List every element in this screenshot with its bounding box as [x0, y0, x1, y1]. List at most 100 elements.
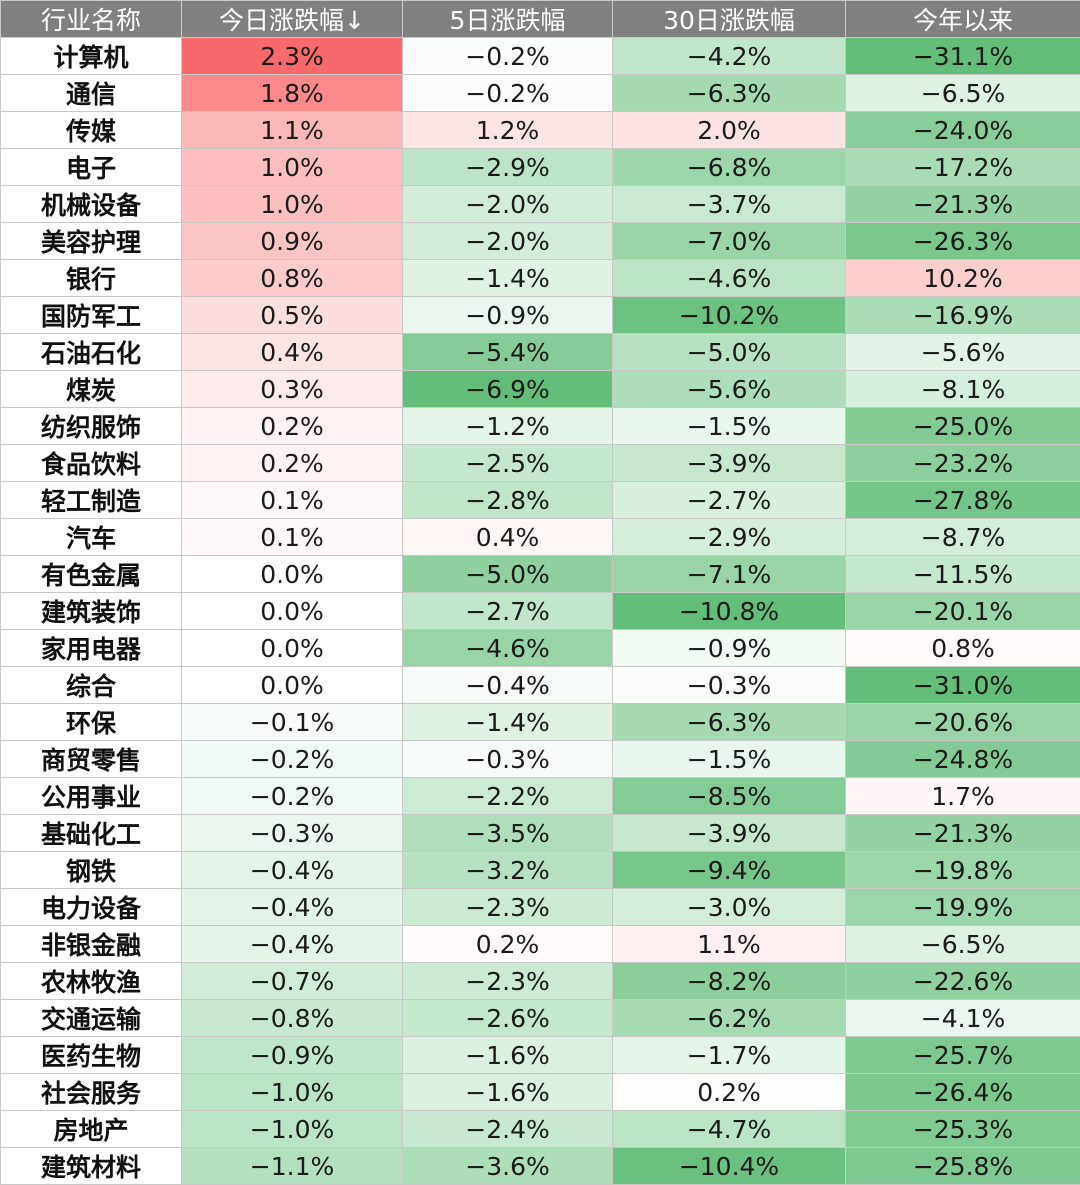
cell-30day-change: −9.4% — [613, 852, 846, 889]
cell-5day-change: −2.4% — [403, 1111, 613, 1148]
cell-ytd-change: −21.3% — [846, 815, 1080, 852]
cell-30day-change: −10.2% — [613, 297, 846, 334]
cell-5day-change: −0.2% — [403, 38, 613, 75]
industry-name-cell: 国防军工 — [1, 297, 182, 334]
header-5day-change[interactable]: 5日涨跌幅 — [403, 1, 613, 38]
cell-30day-change: 2.0% — [613, 112, 846, 149]
industry-name-cell: 有色金属 — [1, 556, 182, 593]
cell-5day-change: −2.2% — [403, 778, 613, 815]
cell-today-change: 1.1% — [182, 112, 403, 149]
cell-today-change: −0.4% — [182, 852, 403, 889]
cell-ytd-change: −19.8% — [846, 852, 1080, 889]
header-today-change-sorted[interactable]: 今日涨跌幅↓ — [182, 1, 403, 38]
cell-today-change: 0.3% — [182, 371, 403, 408]
cell-30day-change: −4.2% — [613, 38, 846, 75]
cell-5day-change: −2.8% — [403, 482, 613, 519]
cell-5day-change: −0.4% — [403, 667, 613, 704]
cell-ytd-change: −8.7% — [846, 519, 1080, 556]
cell-today-change: 0.0% — [182, 667, 403, 704]
cell-ytd-change: −25.7% — [846, 1037, 1080, 1074]
industry-name-cell: 银行 — [1, 260, 182, 297]
table-row: 医药生物−0.9%−1.6%−1.7%−25.7% — [1, 1037, 1080, 1074]
header-ytd-change[interactable]: 今年以来 — [846, 1, 1080, 38]
cell-5day-change: −2.5% — [403, 445, 613, 482]
cell-ytd-change: 1.7% — [846, 778, 1080, 815]
industry-name-cell: 钢铁 — [1, 852, 182, 889]
cell-30day-change: −4.6% — [613, 260, 846, 297]
cell-30day-change: 1.1% — [613, 926, 846, 963]
cell-5day-change: −1.4% — [403, 260, 613, 297]
industry-name-cell: 传媒 — [1, 112, 182, 149]
cell-5day-change: −2.0% — [403, 223, 613, 260]
cell-today-change: −0.3% — [182, 815, 403, 852]
cell-5day-change: −2.9% — [403, 149, 613, 186]
cell-ytd-change: −20.6% — [846, 704, 1080, 741]
industry-name-cell: 建筑材料 — [1, 1148, 182, 1185]
cell-30day-change: −5.6% — [613, 371, 846, 408]
industry-name-cell: 基础化工 — [1, 815, 182, 852]
cell-30day-change: −6.3% — [613, 75, 846, 112]
cell-30day-change: −0.3% — [613, 667, 846, 704]
cell-5day-change: 1.2% — [403, 112, 613, 149]
cell-today-change: 0.5% — [182, 297, 403, 334]
cell-ytd-change: −5.6% — [846, 334, 1080, 371]
cell-today-change: −0.1% — [182, 704, 403, 741]
cell-today-change: −1.0% — [182, 1074, 403, 1111]
industry-name-cell: 汽车 — [1, 519, 182, 556]
table-row: 房地产−1.0%−2.4%−4.7%−25.3% — [1, 1111, 1080, 1148]
cell-ytd-change: −19.9% — [846, 889, 1080, 926]
cell-30day-change: −6.3% — [613, 704, 846, 741]
cell-today-change: 0.2% — [182, 445, 403, 482]
industry-name-cell: 医药生物 — [1, 1037, 182, 1074]
header-30day-change[interactable]: 30日涨跌幅 — [613, 1, 846, 38]
table-row: 钢铁−0.4%−3.2%−9.4%−19.8% — [1, 852, 1080, 889]
industry-name-cell: 农林牧渔 — [1, 963, 182, 1000]
table-row: 环保−0.1%−1.4%−6.3%−20.6% — [1, 704, 1080, 741]
industry-name-cell: 交通运输 — [1, 1000, 182, 1037]
cell-today-change: 0.0% — [182, 630, 403, 667]
cell-30day-change: −2.7% — [613, 482, 846, 519]
cell-ytd-change: −11.5% — [846, 556, 1080, 593]
industry-name-cell: 石油石化 — [1, 334, 182, 371]
cell-30day-change: −3.7% — [613, 186, 846, 223]
industry-name-cell: 家用电器 — [1, 630, 182, 667]
cell-30day-change: −5.0% — [613, 334, 846, 371]
industry-name-cell: 房地产 — [1, 1111, 182, 1148]
cell-5day-change: −2.7% — [403, 593, 613, 630]
industry-name-cell: 煤炭 — [1, 371, 182, 408]
cell-ytd-change: −24.0% — [846, 112, 1080, 149]
cell-30day-change: −7.0% — [613, 223, 846, 260]
cell-30day-change: −1.5% — [613, 408, 846, 445]
cell-today-change: 2.3% — [182, 38, 403, 75]
cell-30day-change: −0.9% — [613, 630, 846, 667]
cell-ytd-change: −20.1% — [846, 593, 1080, 630]
cell-today-change: 0.1% — [182, 482, 403, 519]
cell-ytd-change: −21.3% — [846, 186, 1080, 223]
cell-5day-change: 0.4% — [403, 519, 613, 556]
industry-name-cell: 环保 — [1, 704, 182, 741]
cell-today-change: −1.1% — [182, 1148, 403, 1185]
cell-30day-change: −3.0% — [613, 889, 846, 926]
cell-5day-change: −1.4% — [403, 704, 613, 741]
cell-ytd-change: −25.8% — [846, 1148, 1080, 1185]
cell-30day-change: −1.5% — [613, 741, 846, 778]
table-row: 电力设备−0.4%−2.3%−3.0%−19.9% — [1, 889, 1080, 926]
cell-5day-change: −4.6% — [403, 630, 613, 667]
cell-today-change: 1.0% — [182, 186, 403, 223]
cell-30day-change: −3.9% — [613, 815, 846, 852]
cell-today-change: 1.8% — [182, 75, 403, 112]
cell-ytd-change: −24.8% — [846, 741, 1080, 778]
cell-today-change: 0.4% — [182, 334, 403, 371]
